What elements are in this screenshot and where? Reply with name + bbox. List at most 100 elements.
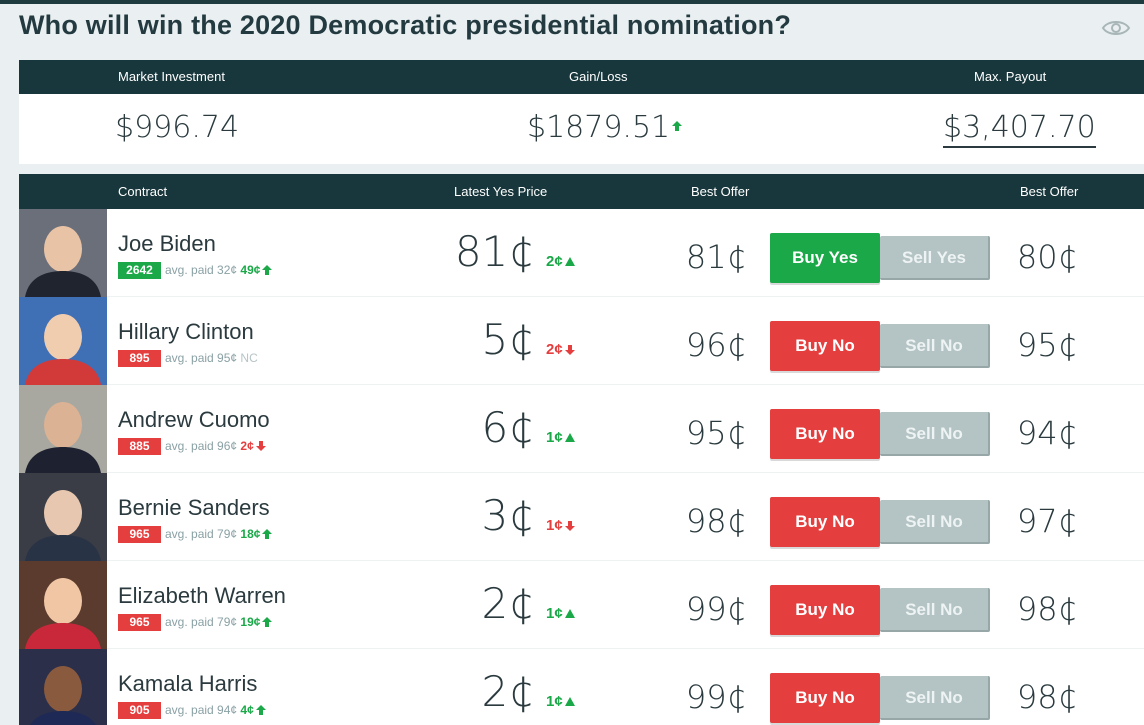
arrow-up-icon [262,529,273,539]
arrow-up-icon [262,265,273,275]
sell-button[interactable]: Sell No [880,588,990,632]
candidate-name[interactable]: Joe Biden [118,231,216,256]
best-offer-buy: 98¢ [685,502,747,540]
candidate-name[interactable]: Hillary Clinton [118,319,254,344]
avg-change: 2¢ [240,439,254,453]
summary-header: Market Investment Gain/Loss Max. Payout [19,60,1144,94]
page-title: Who will win the 2020 Democratic preside… [19,10,792,40]
avg-paid-text: avg. paid 79¢ [165,527,238,541]
contract-header: Contract [118,184,168,199]
candidate-photo [19,649,107,725]
eye-icon[interactable] [1101,17,1131,39]
avg-paid: avg. paid 95¢ NC [165,350,258,367]
shares-badge: 905 [118,702,161,719]
candidate-name[interactable]: Elizabeth Warren [118,583,286,608]
shares-badge: 895 [118,350,161,367]
avg-paid: avg. paid 79¢ 18¢ [165,526,273,543]
candidate-name[interactable]: Bernie Sanders [118,495,270,520]
buy-button[interactable]: Buy No [770,673,880,723]
buy-button[interactable]: Buy No [770,585,880,635]
shares-badge: 885 [118,438,161,455]
price-change-value: 2¢ [546,341,563,358]
price-change-value: 1¢ [546,693,563,710]
best-offer-sell: 80¢ [1016,238,1078,276]
gain-loss-value: $1879.51 [527,110,683,145]
latest-yes-price: 2¢ [481,579,535,628]
avg-change: NC [240,351,258,365]
triangle-up-icon [564,609,575,618]
price-change-value: 2¢ [546,253,563,270]
table-row[interactable]: Hillary Clinton 895 avg. paid 95¢ NC 5¢ … [19,297,1144,385]
arrow-up-icon [262,617,273,627]
shares-badge: 2642 [118,262,161,279]
sell-button[interactable]: Sell No [880,676,990,720]
avg-paid-text: avg. paid 95¢ [165,351,238,365]
sell-button[interactable]: Sell No [880,500,990,544]
sell-button[interactable]: Sell No [880,324,990,368]
best-offer-buy-header: Best Offer [691,184,750,199]
latest-yes-price: 2¢ [481,667,535,716]
price-change-value: 1¢ [546,517,563,534]
avg-change: 19¢ [240,615,261,629]
avg-paid: avg. paid 94¢ 4¢ [165,702,266,719]
candidate-photo [19,209,107,297]
best-offer-sell: 94¢ [1016,414,1078,452]
best-offer-sell: 97¢ [1016,502,1078,540]
price-change: 1¢ [546,517,575,534]
candidate-name[interactable]: Kamala Harris [118,671,258,696]
best-offer-buy: 99¢ [685,590,747,628]
avg-paid-text: avg. paid 79¢ [165,615,238,629]
buy-button[interactable]: Buy Yes [770,233,880,283]
candidate-photo [19,297,107,385]
latest-yes-price: 5¢ [481,315,535,364]
buy-button[interactable]: Buy No [770,409,880,459]
table-row[interactable]: Kamala Harris 905 avg. paid 94¢ 4¢ 2¢ 1¢… [19,649,1144,725]
best-offer-sell-header: Best Offer [1020,184,1079,199]
table-header: Contract Latest Yes Price Best Offer Bes… [19,174,1144,209]
best-offer-sell: 95¢ [1016,326,1078,364]
arrow-down-icon [564,345,575,355]
avg-change: 4¢ [240,703,254,717]
buy-button[interactable]: Buy No [770,497,880,547]
table-row[interactable]: Joe Biden 2642 avg. paid 32¢ 49¢ 81¢ 2¢ … [19,209,1144,297]
price-change-value: 1¢ [546,605,563,622]
latest-yes-price: 6¢ [481,403,535,452]
latest-yes-price-header: Latest Yes Price [454,184,548,199]
candidate-name[interactable]: Andrew Cuomo [118,407,270,432]
avg-change: 18¢ [240,527,261,541]
gain-loss-amount: $1879.51 [527,110,671,145]
avg-paid-text: avg. paid 94¢ [165,703,238,717]
price-change: 2¢ [546,341,575,358]
table-row[interactable]: Andrew Cuomo 885 avg. paid 96¢ 2¢ 6¢ 1¢ … [19,385,1144,473]
price-change: 1¢ [546,693,575,710]
avg-change: 49¢ [240,263,261,277]
best-offer-sell: 98¢ [1016,678,1078,716]
investment-label: Market Investment [118,69,225,84]
arrow-up-icon [255,705,266,715]
buy-button[interactable]: Buy No [770,321,880,371]
max-payout-value[interactable]: $3,407.70 [943,110,1096,148]
candidate-photo [19,385,107,473]
arrow-down-icon [255,441,266,451]
arrow-up-icon [672,121,683,131]
arrow-down-icon [564,521,575,531]
avg-paid-text: avg. paid 96¢ [165,439,238,453]
candidate-photo [19,473,107,561]
avg-paid: avg. paid 79¢ 19¢ [165,614,273,631]
shares-badge: 965 [118,614,161,631]
triangle-up-icon [564,433,575,442]
latest-yes-price: 81¢ [454,227,535,276]
candidate-photo [19,561,107,649]
summary-values: $996.74 $1879.51 $3,407.70 [19,94,1144,164]
price-change: 2¢ [546,253,575,270]
price-change: 1¢ [546,605,575,622]
sell-button[interactable]: Sell No [880,412,990,456]
gain-loss-label: Gain/Loss [569,69,628,84]
sell-button[interactable]: Sell Yes [880,236,990,280]
table-row[interactable]: Elizabeth Warren 965 avg. paid 79¢ 19¢ 2… [19,561,1144,649]
avg-paid: avg. paid 32¢ 49¢ [165,262,273,279]
triangle-up-icon [564,257,575,266]
best-offer-buy: 81¢ [685,238,747,276]
table-row[interactable]: Bernie Sanders 965 avg. paid 79¢ 18¢ 3¢ … [19,473,1144,561]
max-payout-label: Max. Payout [974,69,1047,84]
